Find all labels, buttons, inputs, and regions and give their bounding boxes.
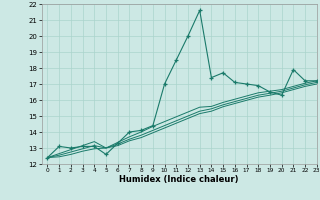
- X-axis label: Humidex (Indice chaleur): Humidex (Indice chaleur): [119, 175, 239, 184]
